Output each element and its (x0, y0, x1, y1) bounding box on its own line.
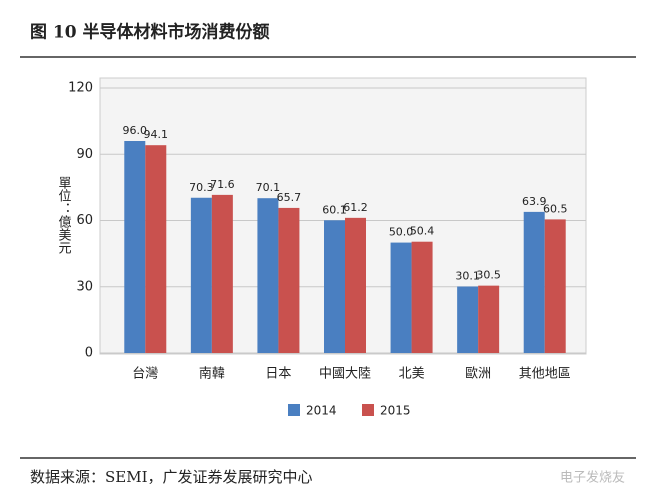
value-label: 65.7 (277, 191, 302, 204)
y-axis-label: 單位：億美元 (56, 176, 72, 255)
value-label: 60.5 (543, 202, 568, 215)
value-label: 70.3 (189, 181, 214, 194)
y-tick-label: 0 (85, 346, 93, 361)
legend-swatch (362, 404, 374, 416)
value-label: 71.6 (210, 178, 235, 191)
legend-label: 2014 (306, 404, 337, 418)
y-tick-label: 30 (76, 279, 93, 294)
watermark: 电子发烧友 (560, 470, 625, 486)
value-label: 30.5 (476, 269, 501, 282)
legend-label: 2015 (380, 404, 411, 418)
value-label: 94.1 (144, 128, 169, 141)
bar (211, 194, 233, 353)
bar (523, 211, 545, 353)
x-tick-label: 歐洲 (465, 367, 491, 382)
bar (145, 145, 167, 353)
y-tick-label: 120 (68, 81, 93, 96)
y-tick-label: 90 (76, 147, 93, 162)
bar (478, 285, 500, 353)
bar (411, 241, 433, 353)
x-tick-label: 日本 (265, 367, 291, 382)
x-tick-label: 台灣 (132, 367, 158, 382)
bar (390, 242, 412, 353)
source: 数据来源：SEMI，广发证券发展研究中心 (30, 468, 313, 486)
plot-area (99, 77, 587, 355)
x-tick-label: 北美 (399, 367, 425, 382)
bar (278, 207, 300, 353)
value-label: 30.1 (455, 270, 480, 283)
value-label: 60.1 (322, 203, 347, 216)
x-tick-label: 南韓 (199, 366, 225, 382)
chart-title: 图 10 半导体材料市场消费份额 (30, 22, 270, 43)
y-tick-label: 60 (76, 213, 93, 228)
bar (257, 198, 279, 353)
bar (124, 141, 146, 353)
x-tick-label: 中國大陸 (319, 366, 371, 382)
legend-swatch (288, 404, 300, 416)
bar (345, 217, 366, 353)
value-label: 61.2 (343, 201, 368, 214)
x-tick-label: 其他地區 (519, 367, 571, 382)
bar (324, 220, 345, 353)
value-label: 50.0 (389, 226, 414, 239)
bar (190, 197, 212, 353)
value-label: 70.1 (256, 181, 281, 194)
bar (544, 219, 566, 353)
bar (457, 286, 479, 353)
value-label: 63.9 (522, 195, 547, 208)
value-label: 96.0 (123, 124, 148, 137)
value-label: 50.4 (410, 225, 435, 238)
